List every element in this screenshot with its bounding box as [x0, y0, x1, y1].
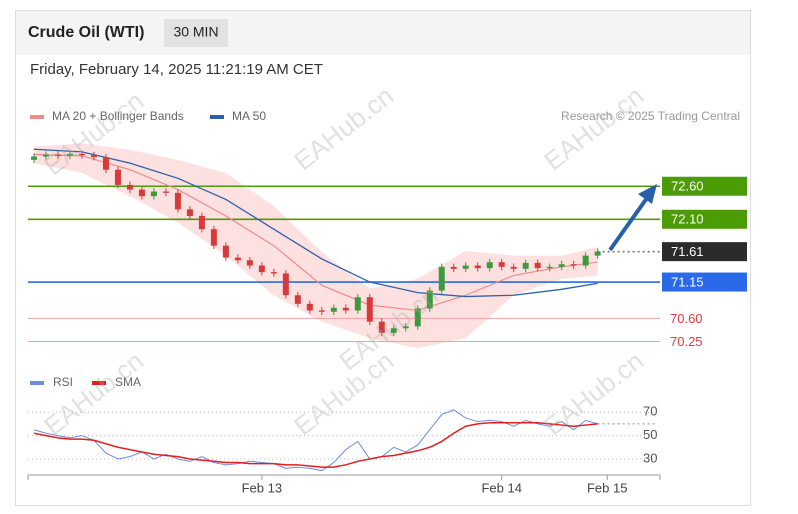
- candle-body: [474, 265, 481, 269]
- y-tick-label: 30: [643, 450, 657, 465]
- candle-body: [54, 154, 61, 156]
- header-bar: [16, 11, 750, 55]
- candle-body: [90, 155, 97, 158]
- candle-body: [138, 189, 145, 197]
- indicator-line: [33, 421, 598, 468]
- candle-body: [114, 169, 121, 185]
- y-tick-label: 50: [643, 427, 657, 442]
- timestamp: Friday, February 14, 2025 11:21:19 AM CE…: [30, 61, 323, 78]
- x-tick-label: Feb 14: [481, 480, 521, 495]
- candle-body: [354, 297, 361, 311]
- legend-swatch: [92, 381, 106, 385]
- level-box: [662, 209, 747, 229]
- candle-body: [414, 308, 421, 327]
- candle-body: [102, 157, 109, 170]
- legend-label: RSI: [53, 375, 73, 389]
- instrument-title: Crude Oil (WTI): [28, 24, 144, 41]
- candle-body: [426, 290, 433, 309]
- candle-body: [294, 295, 301, 304]
- candle-body: [330, 307, 337, 312]
- x-tick-label: Feb 13: [242, 480, 282, 495]
- level-box: [662, 272, 747, 292]
- candle-body: [210, 229, 217, 246]
- candle-body: [318, 310, 325, 312]
- candle-body: [522, 262, 529, 269]
- copyright: Research © 2025 Trading Central: [561, 109, 740, 123]
- candle-body: [30, 156, 37, 160]
- candle-body: [222, 245, 229, 258]
- timeframe[interactable]: 30 MIN: [173, 24, 218, 40]
- candle-body: [510, 266, 517, 269]
- candle-body: [402, 326, 409, 329]
- legend-swatch: [210, 115, 224, 119]
- legend-label: MA 20 + Bollinger Bands: [52, 109, 184, 123]
- level-box: [662, 176, 747, 196]
- legend-label: SMA: [115, 375, 141, 389]
- level-label: 72.10: [671, 212, 704, 227]
- candle-body: [78, 153, 85, 156]
- level-label: 72.60: [671, 179, 704, 194]
- candle-body: [546, 266, 553, 269]
- level-label: 71.15: [671, 274, 704, 289]
- legend-label: MA 50: [232, 109, 266, 123]
- candle-body: [378, 321, 385, 333]
- arrow-head: [638, 184, 657, 204]
- candle-body: [390, 328, 397, 333]
- candle-body: [270, 272, 277, 274]
- candle-body: [174, 192, 181, 210]
- candle-body: [582, 255, 589, 266]
- candle-body: [498, 262, 505, 267]
- candle-body: [234, 257, 241, 261]
- candle-body: [198, 215, 205, 230]
- ma-line: [33, 153, 598, 312]
- card: [15, 10, 751, 506]
- legend-swatch: [30, 115, 44, 119]
- candle-body: [162, 191, 169, 193]
- candle-body: [450, 266, 457, 269]
- candle-body: [366, 297, 373, 322]
- candle-body: [282, 273, 289, 296]
- candle-body: [438, 266, 445, 291]
- candle-body: [558, 264, 565, 267]
- candle-body: [534, 262, 541, 269]
- legend-swatch: [30, 381, 44, 385]
- candle-body: [594, 251, 601, 256]
- candle-body: [462, 265, 469, 269]
- x-tick-label: Feb 15: [587, 480, 627, 495]
- candle-body: [246, 260, 253, 266]
- level-label: 70.25: [670, 334, 703, 349]
- ma-line: [33, 148, 598, 298]
- candle-body: [66, 153, 73, 156]
- level-label: 71.61: [671, 244, 704, 259]
- candle-body: [342, 307, 349, 311]
- candle-body: [126, 184, 133, 190]
- candle-body: [150, 191, 157, 197]
- timeframe-badge[interactable]: [164, 19, 228, 47]
- plot: MA 20 + Bollinger Bands MA 50 72.60 72.10 71…: [27, 109, 747, 495]
- candle-body: [570, 264, 577, 266]
- level-label: 70.60: [670, 311, 703, 326]
- candle-body: [258, 265, 265, 273]
- y-tick-label: 70: [643, 404, 657, 419]
- candle-body: [306, 303, 313, 311]
- candle-body: [186, 209, 193, 216]
- candle-body: [486, 262, 493, 269]
- candle-body: [42, 154, 49, 157]
- level-box: [662, 242, 747, 262]
- arrow: [608, 196, 649, 252]
